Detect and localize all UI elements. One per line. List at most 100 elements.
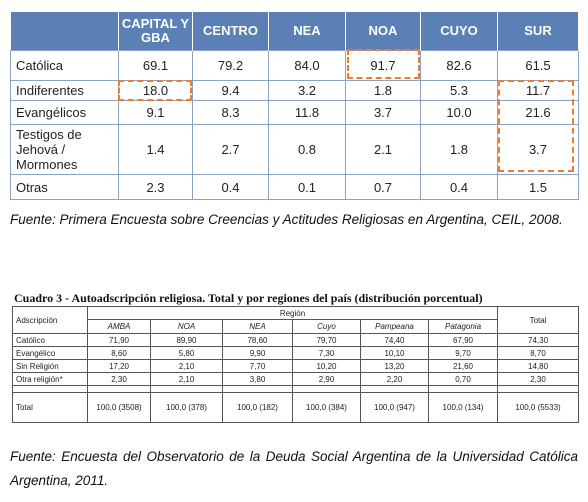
religion-table-2008: CAPITAL Y GBA CENTRO NEA NOA CUYO SUR Católic… bbox=[10, 12, 579, 200]
column-header: NOA bbox=[345, 12, 421, 51]
cell: 89,90 bbox=[150, 333, 223, 347]
cell: 0.7 bbox=[345, 174, 421, 200]
row-label: Católica bbox=[10, 50, 119, 81]
cell: 2,30 bbox=[87, 372, 151, 386]
row-label: Testigos de Jehová / Mormones bbox=[10, 124, 119, 175]
cell: 82.6 bbox=[420, 50, 498, 81]
cell: 0.4 bbox=[420, 174, 498, 200]
cell: 11.8 bbox=[268, 100, 346, 125]
cell: 9,90 bbox=[222, 346, 293, 360]
row-label: Evangélicos bbox=[10, 100, 119, 125]
column-header: CENTRO bbox=[192, 12, 269, 51]
row-label: Total bbox=[12, 392, 88, 423]
cell: 91.7 bbox=[345, 50, 421, 81]
cell: 2,20 bbox=[360, 372, 429, 386]
empty-cell bbox=[222, 385, 293, 393]
cell: 100,0 (384) bbox=[292, 392, 361, 423]
column-header: CUYO bbox=[420, 12, 498, 51]
cell: 74,40 bbox=[360, 333, 429, 347]
cell: 10,10 bbox=[360, 346, 429, 360]
group-header: Región bbox=[86, 306, 499, 320]
empty-cell bbox=[292, 385, 361, 393]
cell: 7,70 bbox=[222, 359, 293, 373]
cell: 8.3 bbox=[192, 100, 269, 125]
cell: 79.2 bbox=[192, 50, 269, 81]
cell: 0.1 bbox=[268, 174, 346, 200]
highlight bbox=[347, 49, 420, 79]
cell: 21,60 bbox=[427, 359, 499, 373]
row-label: Otra religión* bbox=[12, 372, 88, 386]
cell: 13,20 bbox=[360, 359, 429, 373]
empty-cell bbox=[150, 385, 223, 393]
column-header: NOA bbox=[150, 319, 223, 334]
cell: 69.1 bbox=[118, 50, 193, 81]
row-label: Sin Religión bbox=[12, 359, 88, 373]
cell: 0.4 bbox=[192, 174, 269, 200]
table-row: Evangélicos 9.1 8.3 11.8 3.7 10.0 21.6 bbox=[10, 100, 579, 125]
column-header: NEA bbox=[268, 12, 346, 51]
row-label: Católico bbox=[12, 333, 88, 347]
cell: 17,20 bbox=[87, 359, 151, 373]
row-label: Evangélico bbox=[12, 346, 88, 360]
cell: 100,0 (134) bbox=[427, 392, 499, 423]
cell: 79,70 bbox=[292, 333, 361, 347]
column-header: Patagonia bbox=[427, 319, 499, 334]
empty-cell bbox=[87, 385, 151, 393]
cell: 9.4 bbox=[192, 80, 269, 101]
table-row: Católica 69.1 79.2 84.0 91.7 82.6 61.5 bbox=[10, 50, 579, 81]
cell: 2,10 bbox=[150, 359, 223, 373]
column-header: AMBA bbox=[87, 319, 151, 334]
cell: 5,80 bbox=[150, 346, 223, 360]
cell: 2,10 bbox=[150, 372, 223, 386]
cell: 10.0 bbox=[420, 100, 498, 125]
table-row: Indiferentes 18.0 9.4 3.2 1.8 5.3 11.7 bbox=[10, 80, 579, 101]
column-header: Cuyo bbox=[292, 319, 361, 334]
cell: 71,90 bbox=[87, 333, 151, 347]
highlight bbox=[498, 80, 574, 172]
column-header: SUR bbox=[497, 12, 579, 51]
cell: 2.3 bbox=[118, 174, 193, 200]
cell: 5.3 bbox=[420, 80, 498, 101]
cell: 74,30 bbox=[497, 333, 580, 347]
table-title: Cuadro 3 - Autoadscripción religiosa. To… bbox=[14, 291, 483, 305]
total-header: Total bbox=[497, 306, 580, 334]
cell: 61.5 bbox=[497, 50, 579, 81]
cell: 8,60 bbox=[87, 346, 151, 360]
cell: 84.0 bbox=[268, 50, 346, 81]
cell: 2.7 bbox=[192, 124, 269, 175]
table-row: Evangélico 8,60 5,80 9,90 7,30 10,10 9,70 8,70 bbox=[12, 346, 580, 360]
table-row: Testigos de Jehová / Mormones 1.4 2.7 0.8 2.… bbox=[10, 124, 579, 175]
table-row: Otra religión* 2,30 2,10 3,80 2,90 2,20 0,70 2,… bbox=[12, 372, 580, 386]
cell: 0,70 bbox=[427, 372, 499, 386]
cell: 100,0 (3508) bbox=[87, 392, 151, 423]
table-row: Sin Religión 17,20 2,10 7,70 10,20 13,20 21,60… bbox=[12, 359, 580, 373]
spacer-row bbox=[12, 385, 580, 393]
cell: 9,70 bbox=[427, 346, 499, 360]
column-header: NEA bbox=[222, 319, 293, 334]
cell: 2,30 bbox=[497, 372, 580, 386]
empty-cell bbox=[360, 385, 429, 393]
cell: 1.8 bbox=[420, 124, 498, 175]
table-row: Católico 71,90 89,90 78,60 79,70 74,40 67,90 74… bbox=[12, 333, 580, 347]
empty-cell bbox=[12, 385, 88, 393]
row-label: Indiferentes bbox=[10, 80, 119, 101]
cell: 78,60 bbox=[222, 333, 293, 347]
column-header: Pampeana bbox=[360, 319, 429, 334]
cell: 3.2 bbox=[268, 80, 346, 101]
cell: 1.5 bbox=[497, 174, 579, 200]
cell: 14,80 bbox=[497, 359, 580, 373]
corner bbox=[10, 12, 119, 51]
cell: 100,0 (182) bbox=[222, 392, 293, 423]
column-header: CAPITAL Y GBA bbox=[118, 12, 193, 51]
cell: 10,20 bbox=[292, 359, 361, 373]
cell: 67,90 bbox=[427, 333, 499, 347]
empty-cell bbox=[427, 385, 499, 393]
cell: 3,80 bbox=[222, 372, 293, 386]
highlight bbox=[118, 80, 192, 101]
cell: 7,30 bbox=[292, 346, 361, 360]
cell: 3.7 bbox=[345, 100, 421, 125]
religion-table-2011: Adscripción Región Total AMBA NOA NEA Cuyo P… bbox=[12, 306, 580, 423]
empty-cell bbox=[497, 385, 580, 393]
cell: 100,0 (378) bbox=[150, 392, 223, 423]
